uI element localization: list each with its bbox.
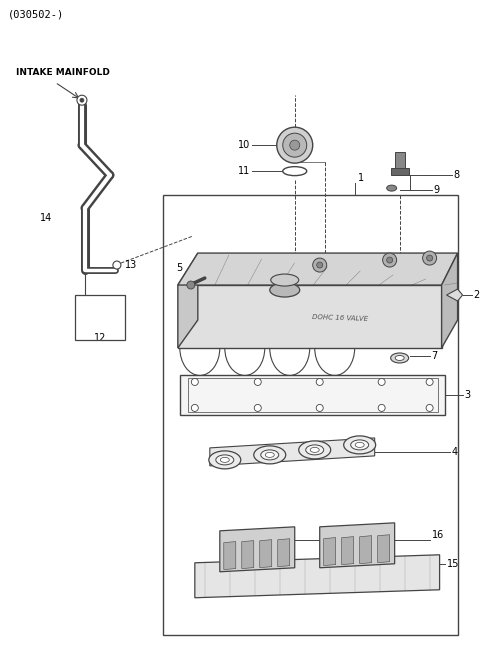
Polygon shape <box>360 536 372 564</box>
Circle shape <box>254 404 261 411</box>
Bar <box>75 295 125 340</box>
Circle shape <box>422 251 437 265</box>
Ellipse shape <box>283 167 307 176</box>
Ellipse shape <box>387 185 396 191</box>
Text: 4: 4 <box>452 447 458 457</box>
Circle shape <box>378 404 385 411</box>
Circle shape <box>80 98 84 102</box>
Polygon shape <box>224 542 236 570</box>
Ellipse shape <box>209 451 241 469</box>
Polygon shape <box>278 539 290 567</box>
Ellipse shape <box>216 455 234 465</box>
Polygon shape <box>260 540 272 568</box>
Bar <box>395 152 405 170</box>
Circle shape <box>426 404 433 411</box>
Circle shape <box>277 127 312 163</box>
Polygon shape <box>195 555 440 598</box>
Ellipse shape <box>351 440 369 450</box>
Text: 3: 3 <box>465 390 471 400</box>
Circle shape <box>378 379 385 385</box>
Circle shape <box>317 262 323 268</box>
Circle shape <box>187 281 195 289</box>
Text: 12: 12 <box>94 333 106 343</box>
Circle shape <box>283 133 307 157</box>
Polygon shape <box>178 253 198 348</box>
Ellipse shape <box>344 436 376 454</box>
Bar <box>163 195 457 635</box>
Ellipse shape <box>270 283 300 297</box>
Text: INTAKE MAINFOLD: INTAKE MAINFOLD <box>16 68 110 77</box>
Polygon shape <box>320 523 395 568</box>
Circle shape <box>316 404 323 411</box>
Ellipse shape <box>261 450 279 460</box>
Polygon shape <box>342 537 354 564</box>
Text: 8: 8 <box>454 170 460 180</box>
Circle shape <box>427 255 432 261</box>
Circle shape <box>312 258 327 272</box>
Text: 10: 10 <box>238 140 250 150</box>
Ellipse shape <box>271 274 299 286</box>
Circle shape <box>192 379 198 385</box>
Ellipse shape <box>220 457 229 462</box>
Text: 9: 9 <box>433 185 440 195</box>
Text: 14: 14 <box>40 213 52 223</box>
Text: 1: 1 <box>358 173 364 183</box>
Text: 5: 5 <box>177 263 183 273</box>
Ellipse shape <box>306 445 324 455</box>
Ellipse shape <box>265 453 274 457</box>
Polygon shape <box>178 285 442 348</box>
Circle shape <box>316 379 323 385</box>
Bar <box>391 168 408 175</box>
Polygon shape <box>442 253 457 348</box>
Polygon shape <box>178 253 457 285</box>
Text: 15: 15 <box>446 559 459 569</box>
Text: 16: 16 <box>432 530 444 540</box>
Circle shape <box>290 140 300 150</box>
Text: 11: 11 <box>238 166 250 176</box>
Ellipse shape <box>391 353 408 363</box>
Circle shape <box>113 261 121 269</box>
Circle shape <box>254 379 261 385</box>
Text: (030502-): (030502-) <box>8 9 64 19</box>
Ellipse shape <box>310 447 319 453</box>
Circle shape <box>77 95 87 105</box>
Polygon shape <box>446 289 463 301</box>
Polygon shape <box>324 538 336 566</box>
Circle shape <box>387 257 393 263</box>
Polygon shape <box>210 438 375 466</box>
Text: DOHC 16 VALVE: DOHC 16 VALVE <box>312 314 368 322</box>
Text: 2: 2 <box>474 290 480 300</box>
Ellipse shape <box>299 441 331 459</box>
Ellipse shape <box>395 356 404 360</box>
Text: 7: 7 <box>432 351 438 361</box>
Polygon shape <box>180 375 444 415</box>
Circle shape <box>383 253 396 267</box>
Text: 13: 13 <box>125 260 137 270</box>
Polygon shape <box>378 535 390 562</box>
Ellipse shape <box>254 446 286 464</box>
Bar <box>188 378 438 412</box>
Circle shape <box>192 404 198 411</box>
Polygon shape <box>242 541 254 568</box>
Ellipse shape <box>355 442 364 447</box>
Circle shape <box>426 379 433 385</box>
Polygon shape <box>220 527 295 572</box>
